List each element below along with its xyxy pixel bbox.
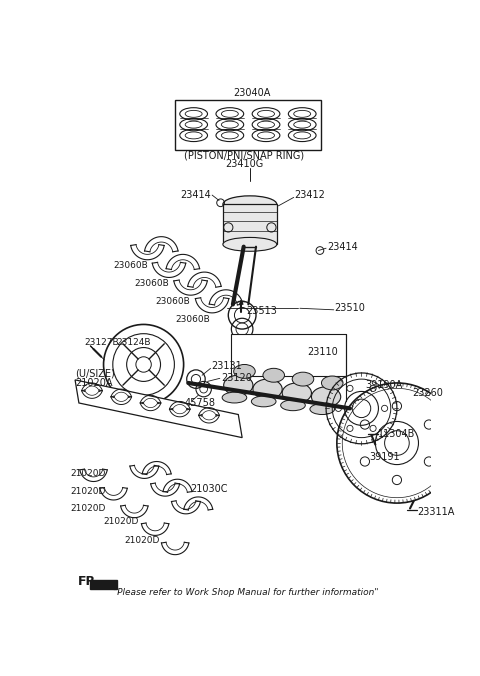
Text: "Please refer to Work Shop Manual for further information": "Please refer to Work Shop Manual for fu… [113, 588, 379, 597]
Text: 23513: 23513 [246, 306, 277, 316]
Ellipse shape [292, 372, 314, 386]
Ellipse shape [253, 379, 282, 399]
Bar [175, 99, 322, 149]
Text: 23060B: 23060B [114, 262, 148, 270]
FancyArrowPatch shape [93, 583, 112, 587]
Polygon shape [90, 580, 117, 589]
Text: 39190A: 39190A [365, 381, 403, 390]
Ellipse shape [234, 364, 255, 379]
Polygon shape [75, 380, 242, 437]
Ellipse shape [312, 387, 341, 407]
Text: 21020A: 21020A [75, 378, 112, 388]
Text: 21020D: 21020D [71, 469, 106, 479]
Ellipse shape [263, 368, 285, 382]
Text: 23127B: 23127B [84, 339, 119, 347]
Ellipse shape [223, 237, 277, 251]
Text: 23414: 23414 [327, 241, 358, 251]
Text: 23040A: 23040A [233, 89, 271, 99]
Ellipse shape [222, 392, 247, 403]
Text: 21030C: 21030C [191, 484, 228, 494]
Text: FR.: FR. [78, 575, 101, 588]
Ellipse shape [310, 404, 335, 414]
Text: 23414: 23414 [180, 190, 211, 200]
Text: 21020D: 21020D [124, 536, 160, 546]
Text: 23510: 23510 [335, 304, 365, 313]
Text: 45758: 45758 [184, 398, 216, 408]
Text: 23120: 23120 [221, 372, 252, 383]
Text: 23260: 23260 [412, 388, 443, 398]
Bar [230, 334, 346, 376]
Ellipse shape [252, 396, 276, 407]
Text: 39191: 39191 [369, 452, 400, 462]
Ellipse shape [224, 375, 253, 395]
Text: 23311A: 23311A [417, 507, 454, 517]
Text: 23060B: 23060B [175, 314, 210, 324]
Text: (U/SIZE): (U/SIZE) [75, 368, 115, 379]
Ellipse shape [322, 376, 343, 390]
Bar [223, 204, 277, 244]
Text: 11304B: 11304B [378, 429, 416, 439]
Text: 23110: 23110 [308, 347, 338, 357]
Text: 21020D: 21020D [71, 504, 106, 513]
Text: (PISTON/PNI/SNAP RING): (PISTON/PNI/SNAP RING) [184, 150, 304, 160]
Ellipse shape [281, 400, 305, 411]
Text: 21020D: 21020D [104, 517, 139, 526]
Text: 23060B: 23060B [155, 297, 190, 306]
Text: 23410G: 23410G [225, 160, 264, 169]
Text: 23060B: 23060B [134, 279, 169, 288]
Text: 21020D: 21020D [71, 487, 106, 496]
Text: 23124B: 23124B [117, 339, 151, 347]
Text: 23131: 23131 [211, 361, 242, 371]
Text: 23412: 23412 [295, 190, 325, 200]
Ellipse shape [282, 383, 312, 403]
Ellipse shape [223, 196, 277, 213]
